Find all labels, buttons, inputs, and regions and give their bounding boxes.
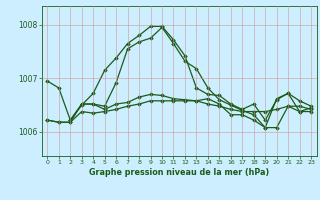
X-axis label: Graphe pression niveau de la mer (hPa): Graphe pression niveau de la mer (hPa) <box>89 168 269 177</box>
